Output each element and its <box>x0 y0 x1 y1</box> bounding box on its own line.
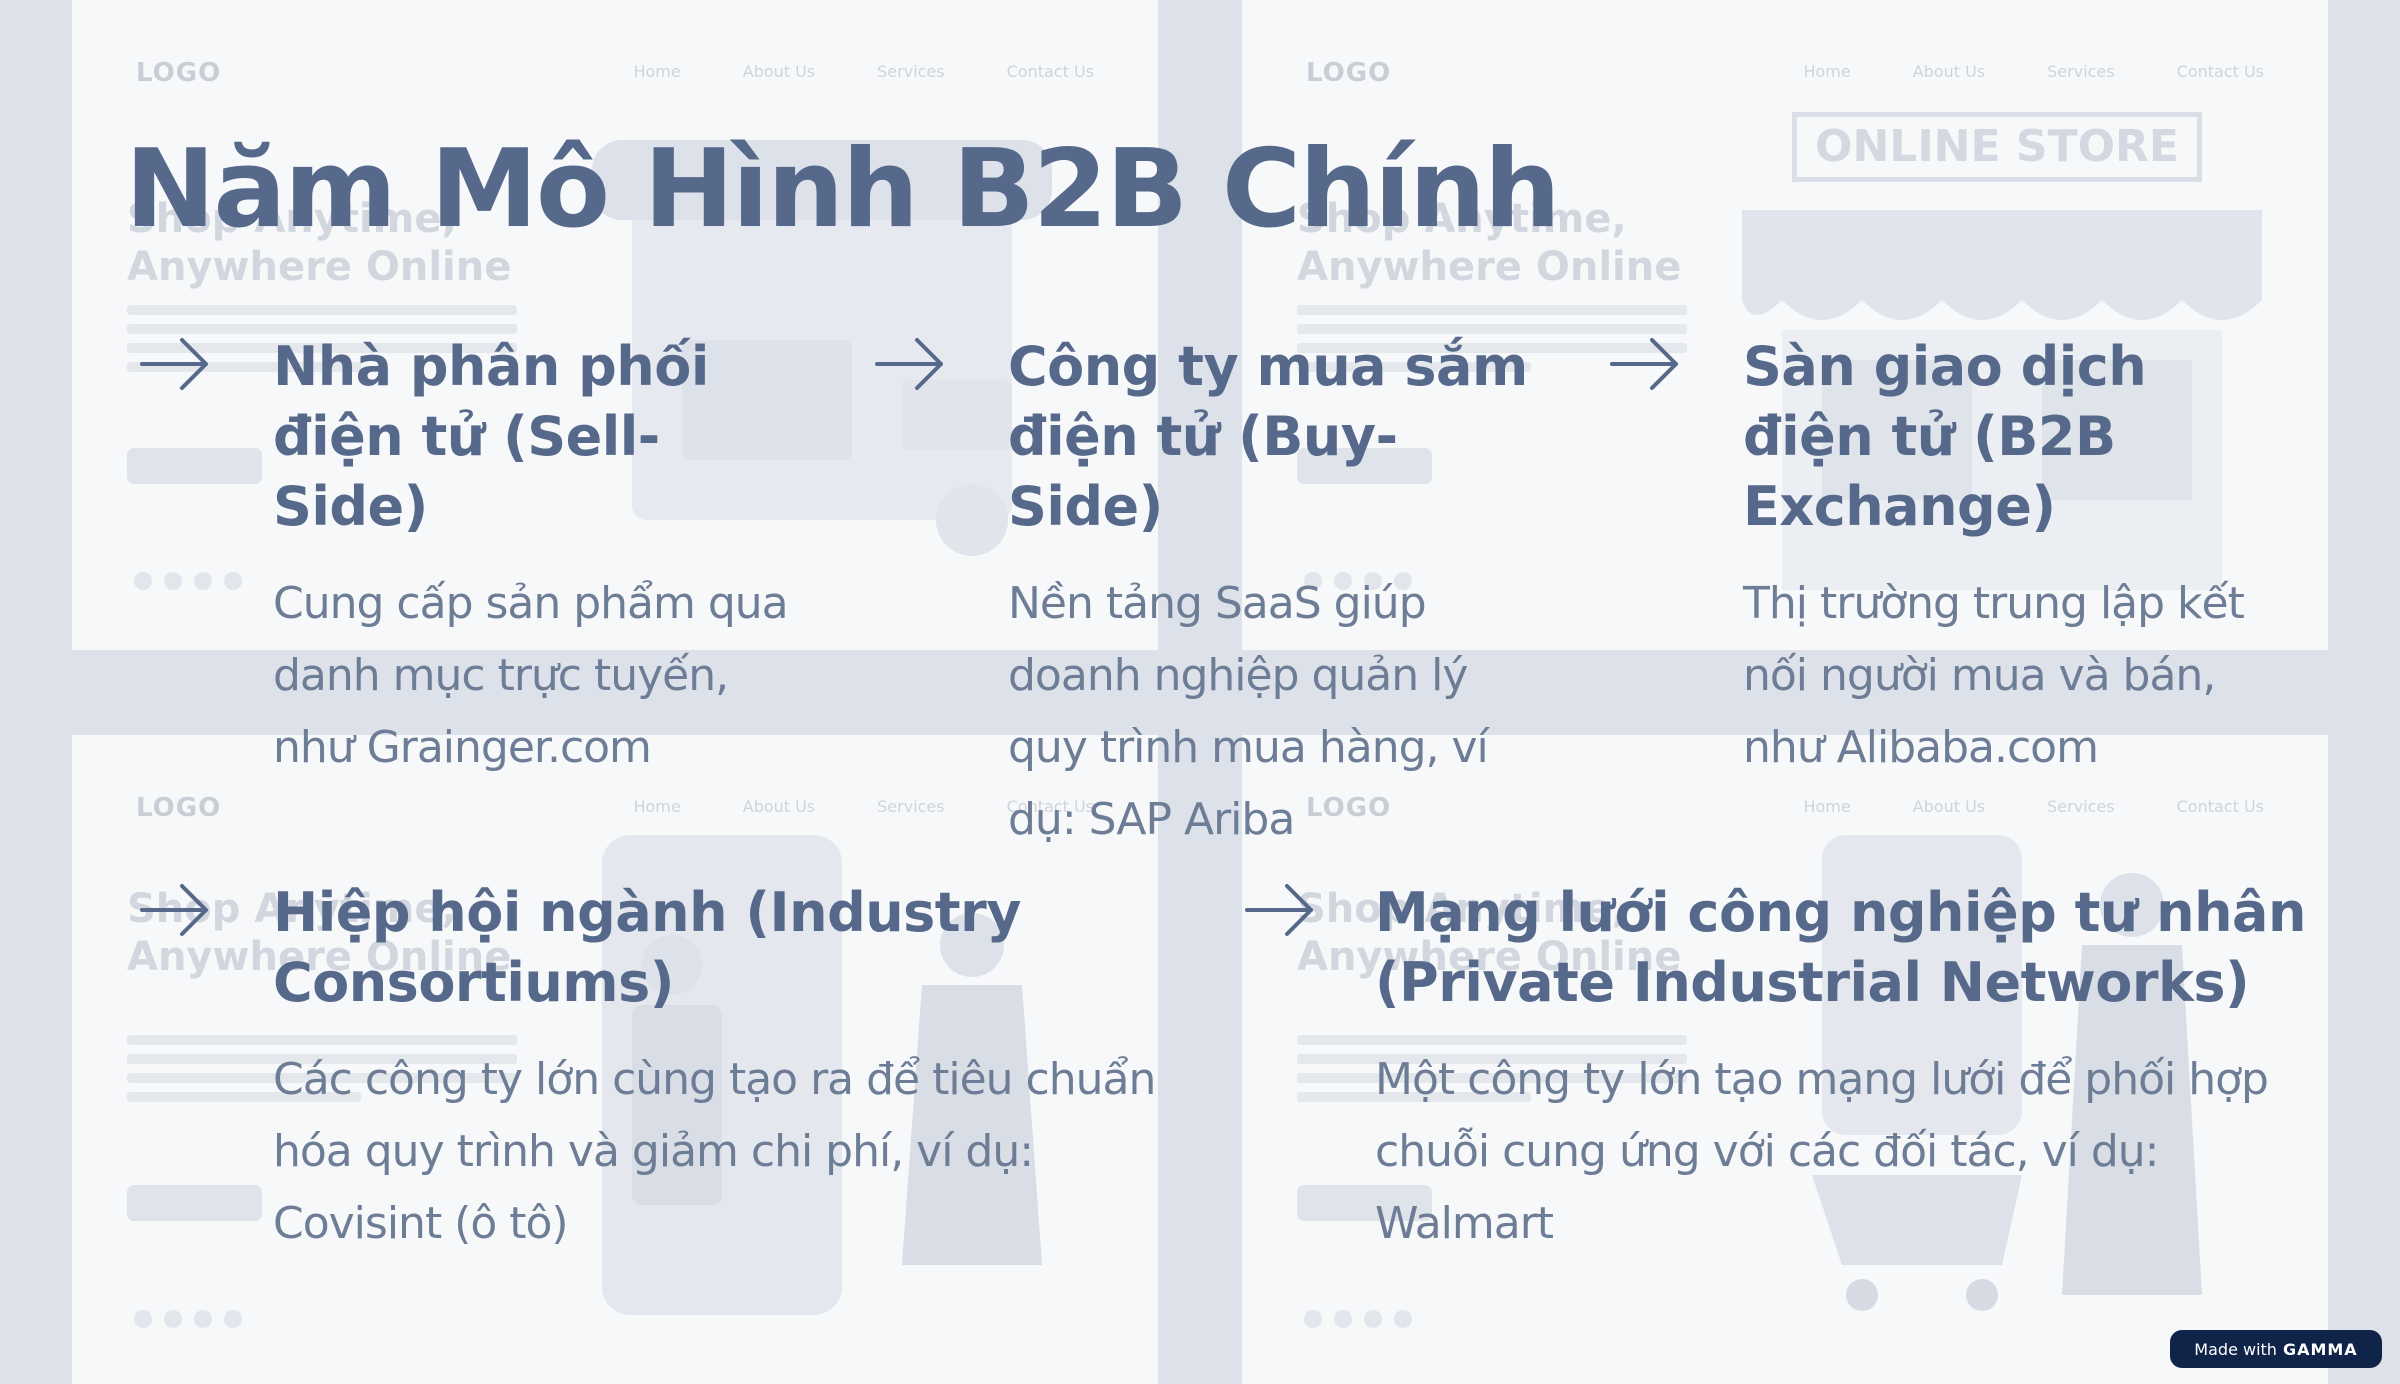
badge-prefix: Made with <box>2194 1339 2277 1359</box>
panel-headline: Shop Anytime, Anywhere Online <box>1297 196 1682 290</box>
nav-contact: Contact Us <box>1006 62 1094 81</box>
nav-home: Home <box>1803 62 1851 81</box>
b2b-model-item-5: Mạng lưới công nghiệp tư nhân (Private I… <box>1245 878 2345 1260</box>
panel-text-lines <box>127 1035 517 1111</box>
panel-logo: LOGO <box>136 793 222 823</box>
item-description: Thị trường trung lập kết nối người mua v… <box>1743 578 2245 773</box>
background-panel-3: LOGO Home About Us Services Contact Us S… <box>72 735 1158 1384</box>
panel-nav: Home About Us Services Contact Us <box>633 797 1094 816</box>
background-panel-2: LOGO Home About Us Services Contact Us S… <box>1242 0 2328 650</box>
nav-services: Services <box>877 62 945 81</box>
nav-about: About Us <box>742 797 816 816</box>
nav-services: Services <box>877 797 945 816</box>
nav-home: Home <box>1803 797 1851 816</box>
item-heading: Sàn giao dịch điện tử (B2B Exchange) <box>1743 335 2147 538</box>
nav-about: About Us <box>1912 797 1986 816</box>
panel-read-more-button <box>127 448 262 484</box>
panel-text-lines <box>127 305 517 381</box>
arrow-right-icon <box>1610 338 1678 390</box>
nav-services: Services <box>2047 797 2115 816</box>
nav-contact: Contact Us <box>1006 797 1094 816</box>
item-description: Nền tảng SaaS giúp doanh nghiệp quản lý … <box>1008 578 1489 845</box>
panel-dots <box>1304 1310 1412 1328</box>
arrow-right-icon <box>1245 884 1313 936</box>
store-sign: ONLINE STORE <box>1792 112 2202 182</box>
nav-about: About Us <box>1912 62 1986 81</box>
arrow-right-icon <box>140 884 208 936</box>
badge-brand: GAMMA <box>2282 1339 2358 1359</box>
panel-read-more-button <box>127 1185 262 1221</box>
panel-headline: Shop Anytime, Anywhere Online <box>127 196 512 290</box>
panel-dots <box>134 1310 242 1328</box>
panel-read-more-button <box>1297 448 1432 484</box>
b2b-model-item-3: Sàn giao dịch điện tử (B2B Exchange) Thị… <box>1610 332 2270 784</box>
shop-illustration <box>592 140 1052 556</box>
nav-about: About Us <box>742 62 816 81</box>
item-heading: Hiệp hội ngành (Industry Consortiums) <box>273 881 1021 1014</box>
background-panel-1: LOGO Home About Us Services Contact Us S… <box>72 0 1158 650</box>
nav-home: Home <box>633 797 681 816</box>
panel-logo: LOGO <box>1306 793 1392 823</box>
nav-services: Services <box>2047 62 2115 81</box>
panel-dots <box>1304 572 1412 590</box>
item-description: Các công ty lớn cùng tạo ra để tiêu chuẩ… <box>273 1054 1156 1249</box>
b2b-model-item-2: Công ty mua sắm điện tử (Buy-Side) Nền t… <box>875 332 1528 856</box>
panel-nav: Home About Us Services Contact Us <box>1803 62 2264 81</box>
panel-logo: LOGO <box>1306 58 1392 88</box>
item-description: Một công ty lớn tạo mạng lưới để phối hợ… <box>1375 1054 2269 1249</box>
storefront-illustration <box>1742 210 2262 590</box>
nav-contact: Contact Us <box>2176 797 2264 816</box>
item-description: Cung cấp sản phẩm qua danh mục trực tuyế… <box>273 578 789 773</box>
arrow-right-icon <box>140 338 208 390</box>
b2b-model-item-4: Hiệp hội ngành (Industry Consortiums) Cá… <box>140 878 1200 1260</box>
background-panel-4: LOGO Home About Us Services Contact Us S… <box>1242 735 2328 1384</box>
b2b-model-item-1: Nhà phân phối điện tử (Sell-Side) Cung c… <box>140 332 789 784</box>
panel-text-lines <box>1297 1035 1687 1111</box>
panel-nav: Home About Us Services Contact Us <box>1803 797 2264 816</box>
item-heading: Mạng lưới công nghiệp tư nhân (Private I… <box>1375 881 2306 1014</box>
people-phone-illustration <box>602 835 1042 1315</box>
panel-nav: Home About Us Services Contact Us <box>633 62 1094 81</box>
made-with-gamma-badge[interactable]: Made with GAMMA <box>2170 1330 2382 1368</box>
slide-title: Năm Mô Hình B2B Chính <box>125 127 1561 252</box>
shopping-cart-illustration <box>1812 835 2202 1311</box>
panel-dots <box>134 572 242 590</box>
panel-headline: Shop Anytime, Anywhere Online <box>127 886 512 980</box>
panel-headline: Shop Anytime, Anywhere Online <box>1297 886 1682 980</box>
panel-text-lines <box>1297 305 1687 381</box>
nav-contact: Contact Us <box>2176 62 2264 81</box>
item-heading: Nhà phân phối điện tử (Sell-Side) <box>273 335 709 538</box>
panel-read-more-button <box>1297 1185 1432 1221</box>
item-heading: Công ty mua sắm điện tử (Buy-Side) <box>1008 335 1528 538</box>
panel-logo: LOGO <box>136 58 222 88</box>
arrow-right-icon <box>875 338 943 390</box>
nav-home: Home <box>633 62 681 81</box>
